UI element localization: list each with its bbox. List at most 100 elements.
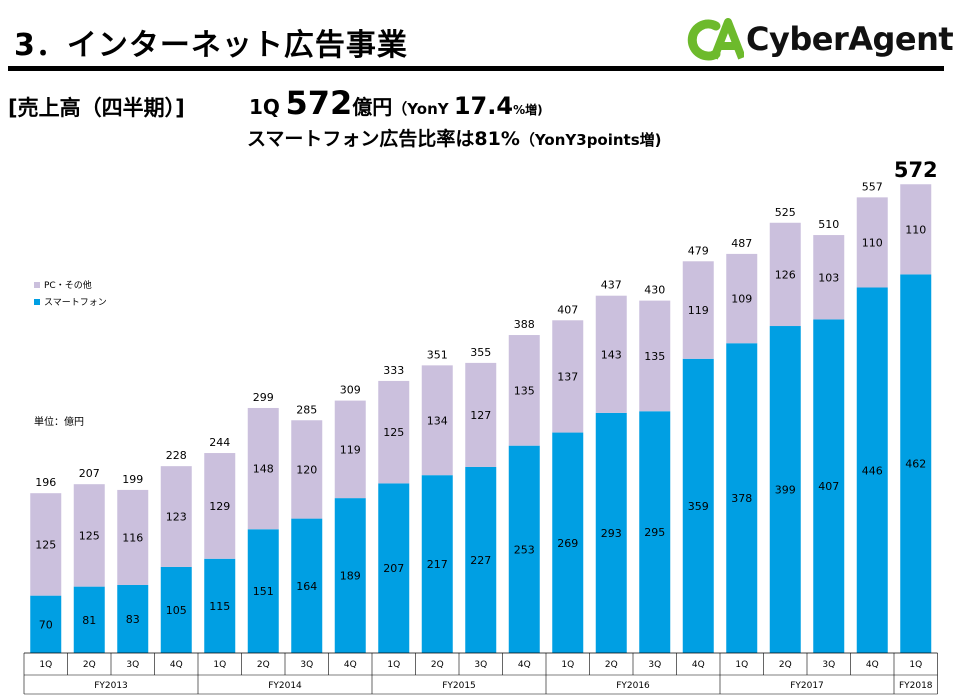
label-smartphone: 462 — [905, 458, 926, 471]
tick-label: 4Q — [866, 660, 879, 670]
yoy-suffix: %増) — [513, 103, 543, 117]
label-smartphone: 189 — [340, 570, 361, 583]
tick-label: 2Q — [779, 660, 792, 670]
tick-label: 3Q — [648, 660, 661, 670]
label-smartphone: 70 — [39, 618, 53, 631]
bar-smartphone — [639, 411, 671, 653]
label-other: 109 — [731, 293, 752, 306]
label-total: 244 — [209, 436, 230, 449]
bar-other — [552, 320, 584, 433]
bar-smartphone — [595, 412, 627, 653]
bar-other — [73, 484, 105, 587]
tick-label: 4Q — [518, 660, 531, 670]
label-smartphone: 81 — [82, 614, 96, 627]
bar-smartphone — [247, 529, 279, 653]
bar-other — [639, 300, 671, 412]
smartphone-ratio-text: スマートフォン広告比率は81% — [247, 128, 520, 150]
label-smartphone: 151 — [253, 585, 274, 598]
label-smartphone: 105 — [166, 604, 187, 617]
tick-label: 4Q — [344, 660, 357, 670]
label-smartphone: 293 — [601, 527, 622, 540]
bar-other — [334, 400, 366, 499]
label-other: 135 — [514, 384, 535, 397]
label-other: 137 — [557, 370, 578, 383]
tick-label: 2Q — [257, 660, 270, 670]
label-other: 125 — [35, 538, 56, 551]
label-total: 333 — [383, 364, 404, 377]
bar-smartphone — [769, 326, 801, 653]
bar-smartphone — [856, 287, 888, 653]
legend-item-other: PC・その他 — [34, 276, 107, 293]
label-smartphone: 227 — [470, 554, 491, 567]
bar-other — [682, 261, 714, 359]
label-other: 126 — [775, 268, 796, 281]
label-other: 127 — [470, 409, 491, 422]
label-smartphone: 269 — [557, 537, 578, 550]
bar-smartphone — [334, 498, 366, 653]
bar-smartphone — [291, 518, 323, 653]
title-rule — [8, 66, 944, 71]
label-other: 148 — [253, 463, 274, 476]
smartphone-ratio: スマートフォン広告比率は81%（YonY3points増) — [247, 124, 662, 151]
label-smartphone: 207 — [383, 562, 404, 575]
bar-other — [900, 184, 932, 275]
label-smartphone: 253 — [514, 543, 535, 556]
tick-label: 1Q — [213, 660, 226, 670]
label-other: 134 — [427, 414, 448, 427]
label-total: 355 — [470, 346, 491, 359]
legend-swatch-smartphone — [34, 298, 40, 305]
bar-other — [856, 197, 888, 288]
tick-label: 3Q — [126, 660, 139, 670]
label-other: 135 — [644, 350, 665, 363]
bar-smartphone — [682, 358, 714, 653]
label-other: 129 — [209, 500, 230, 513]
bar-other — [378, 380, 410, 484]
label-other: 110 — [905, 223, 926, 236]
bar-smartphone — [813, 319, 845, 653]
label-total: 510 — [818, 218, 839, 231]
tick-label: 3Q — [300, 660, 313, 670]
bar-smartphone — [204, 558, 236, 653]
label-smartphone: 407 — [818, 480, 839, 493]
tick-label: 1Q — [735, 660, 748, 670]
bar-smartphone — [465, 466, 497, 653]
section-label: [売上高（四半期）] — [8, 96, 185, 120]
tick-label: 2Q — [83, 660, 96, 670]
label-smartphone: 359 — [688, 500, 709, 513]
fiscal-year-label: FY2018 — [899, 681, 933, 691]
bar-other — [813, 235, 845, 320]
bar-other — [160, 466, 192, 567]
label-total: 557 — [862, 180, 883, 193]
unit-label: 単位：億円 — [34, 417, 84, 428]
bar-other — [291, 420, 323, 519]
bar-smartphone — [552, 432, 584, 653]
bar-smartphone — [73, 586, 105, 653]
label-total: 407 — [557, 303, 578, 316]
bar-smartphone — [421, 475, 453, 653]
label-smartphone: 378 — [731, 492, 752, 505]
label-total: 430 — [644, 284, 665, 297]
legend-item-smartphone: スマートフォン — [34, 293, 107, 310]
revenue-unit: 億円 — [352, 95, 393, 119]
label-smartphone: 164 — [296, 580, 317, 593]
legend-label-other: PC・その他 — [44, 281, 92, 291]
fiscal-year-label: FY2016 — [616, 681, 650, 691]
label-smartphone: 217 — [427, 558, 448, 571]
bar-other — [595, 295, 627, 413]
bar-smartphone — [117, 584, 149, 653]
ca-logo-icon — [687, 18, 744, 61]
label-total: 199 — [122, 473, 143, 486]
tick-label: 3Q — [474, 660, 487, 670]
bar-smartphone — [378, 483, 410, 653]
fiscal-year-label: FY2017 — [790, 681, 824, 691]
legend-label-smartphone: スマートフォン — [44, 298, 107, 308]
bar-other — [247, 407, 279, 530]
fiscal-year-label: FY2013 — [94, 681, 128, 691]
smartphone-ratio-yoy: （YonY3points増) — [519, 131, 662, 149]
tick-label: 3Q — [822, 660, 835, 670]
tick-label: 1Q — [39, 660, 52, 670]
bar-smartphone — [900, 274, 932, 653]
yoy-value: 17.4 — [453, 92, 514, 120]
label-other: 110 — [862, 236, 883, 249]
bar-smartphone — [30, 595, 62, 653]
